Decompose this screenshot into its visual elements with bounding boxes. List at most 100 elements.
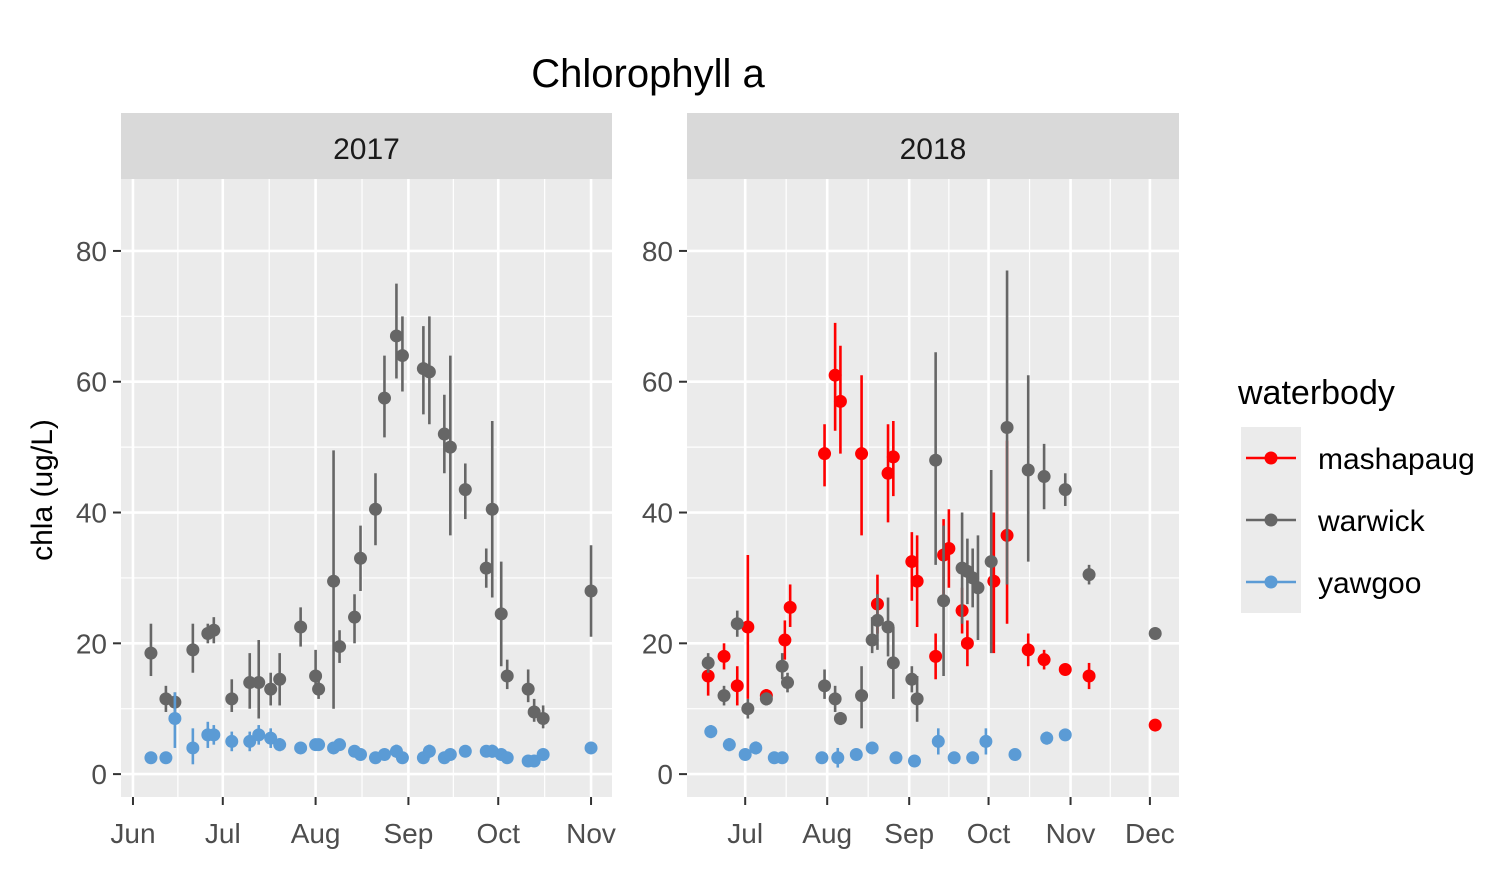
data-point-warwick	[1000, 421, 1014, 435]
x-tick-label: Sep	[884, 818, 934, 849]
plot-background	[687, 179, 1179, 797]
y-tick-label: 60	[76, 367, 107, 398]
data-point-yawgoo	[849, 747, 863, 761]
data-point-warwick	[937, 594, 951, 608]
data-point-warwick	[273, 672, 287, 686]
data-point-mashapaug	[960, 636, 974, 650]
data-point-mashapaug	[778, 633, 792, 647]
data-point-warwick	[584, 584, 598, 598]
x-tick-label: Aug	[802, 818, 852, 849]
data-point-yawgoo	[395, 751, 409, 765]
facet-strip-label: 2018	[900, 133, 967, 166]
data-point-warwick	[527, 705, 541, 719]
data-point-mashapaug	[1037, 653, 1051, 667]
data-point-yawgoo	[294, 741, 308, 755]
data-point-mashapaug	[1082, 669, 1096, 683]
data-point-warwick	[984, 555, 998, 569]
data-point-yawgoo	[815, 751, 829, 765]
data-point-warwick	[759, 692, 773, 706]
data-point-mashapaug	[701, 669, 715, 683]
data-point-warwick	[354, 551, 368, 565]
data-point-yawgoo	[738, 747, 752, 761]
data-point-warwick	[294, 620, 308, 634]
data-point-warwick	[730, 617, 744, 631]
data-point-warwick	[781, 676, 795, 690]
data-point-warwick	[312, 682, 326, 696]
panels-layer: 2017 0 20 40 60 80 Jun Jul Aug Sep Oct Nov 2018 0 20 40…	[76, 113, 1179, 849]
data-point-yawgoo	[144, 751, 158, 765]
data-point-yawgoo	[889, 751, 903, 765]
data-point-mashapaug	[741, 620, 755, 634]
data-point-warwick	[929, 453, 943, 467]
data-point-warwick	[485, 502, 499, 516]
data-point-yawgoo	[831, 751, 845, 765]
facet-strip	[687, 113, 1179, 179]
data-point-warwick	[1148, 627, 1162, 641]
data-point-warwick	[186, 643, 200, 657]
data-point-warwick	[521, 682, 535, 696]
data-point-warwick	[479, 561, 493, 575]
data-point-warwick	[855, 689, 869, 703]
series-yawgoo	[704, 725, 1072, 768]
data-point-mashapaug	[855, 447, 869, 461]
legend-label: mashapaug	[1318, 443, 1475, 476]
data-point-yawgoo	[312, 738, 326, 752]
facet-strip	[121, 113, 612, 179]
data-point-warwick	[865, 633, 879, 647]
data-point-warwick	[458, 483, 472, 497]
data-point-warwick	[886, 656, 900, 670]
data-point-yawgoo	[252, 728, 266, 742]
data-point-warwick	[348, 610, 362, 624]
legend-entry-warwick: warwick	[1241, 489, 1426, 551]
data-point-yawgoo	[749, 741, 763, 755]
data-point-yawgoo	[584, 741, 598, 755]
y-tick-label: 20	[642, 628, 673, 659]
data-point-warwick	[1021, 463, 1035, 477]
data-point-yawgoo	[243, 734, 257, 748]
data-point-warwick	[395, 349, 409, 363]
data-point-yawgoo	[264, 731, 278, 745]
data-point-warwick	[536, 712, 550, 726]
data-point-yawgoo	[1058, 728, 1072, 742]
data-point-warwick	[500, 669, 514, 683]
y-tick-label: 0	[91, 759, 107, 790]
data-point-warwick	[870, 613, 884, 627]
data-point-warwick	[207, 623, 221, 637]
data-point-mashapaug	[828, 368, 842, 382]
data-point-warwick	[1082, 568, 1096, 582]
data-point-warwick	[905, 672, 919, 686]
data-point-yawgoo	[500, 751, 514, 765]
data-point-mashapaug	[1058, 662, 1072, 676]
data-point-yawgoo	[1040, 731, 1054, 745]
data-point-yawgoo	[1008, 747, 1022, 761]
data-point-warwick	[437, 427, 451, 441]
data-point-warwick	[717, 689, 731, 703]
y-axis-title: chla (ug/L)	[26, 419, 59, 561]
data-point-warwick	[327, 574, 341, 588]
data-point-yawgoo	[377, 747, 391, 761]
data-point-mashapaug	[1148, 718, 1162, 732]
data-point-warwick	[377, 391, 391, 405]
data-point-mashapaug	[730, 679, 744, 693]
series-warwick	[701, 270, 1162, 729]
plot-background	[121, 179, 612, 797]
data-point-warwick	[264, 682, 278, 696]
data-point-warwick	[333, 640, 347, 654]
data-point-warwick	[828, 692, 842, 706]
data-point-mashapaug	[910, 574, 924, 588]
legend-key-point	[1264, 513, 1278, 527]
data-point-mashapaug	[929, 649, 943, 663]
panel-2018: 2018 0 20 40 60 80 Jul Aug Sep Oct Nov Dec	[642, 113, 1179, 849]
data-point-warwick	[243, 676, 257, 690]
legend-entry-yawgoo: yawgoo	[1241, 551, 1421, 613]
data-point-yawgoo	[333, 738, 347, 752]
x-tick-label: Aug	[291, 818, 341, 849]
y-tick-label: 40	[642, 498, 673, 529]
data-point-mashapaug	[818, 447, 832, 461]
data-point-mashapaug	[942, 541, 956, 555]
x-tick-label: Sep	[384, 818, 434, 849]
data-point-warwick	[494, 607, 508, 621]
data-point-warwick	[144, 646, 158, 660]
data-point-mashapaug	[717, 649, 731, 663]
